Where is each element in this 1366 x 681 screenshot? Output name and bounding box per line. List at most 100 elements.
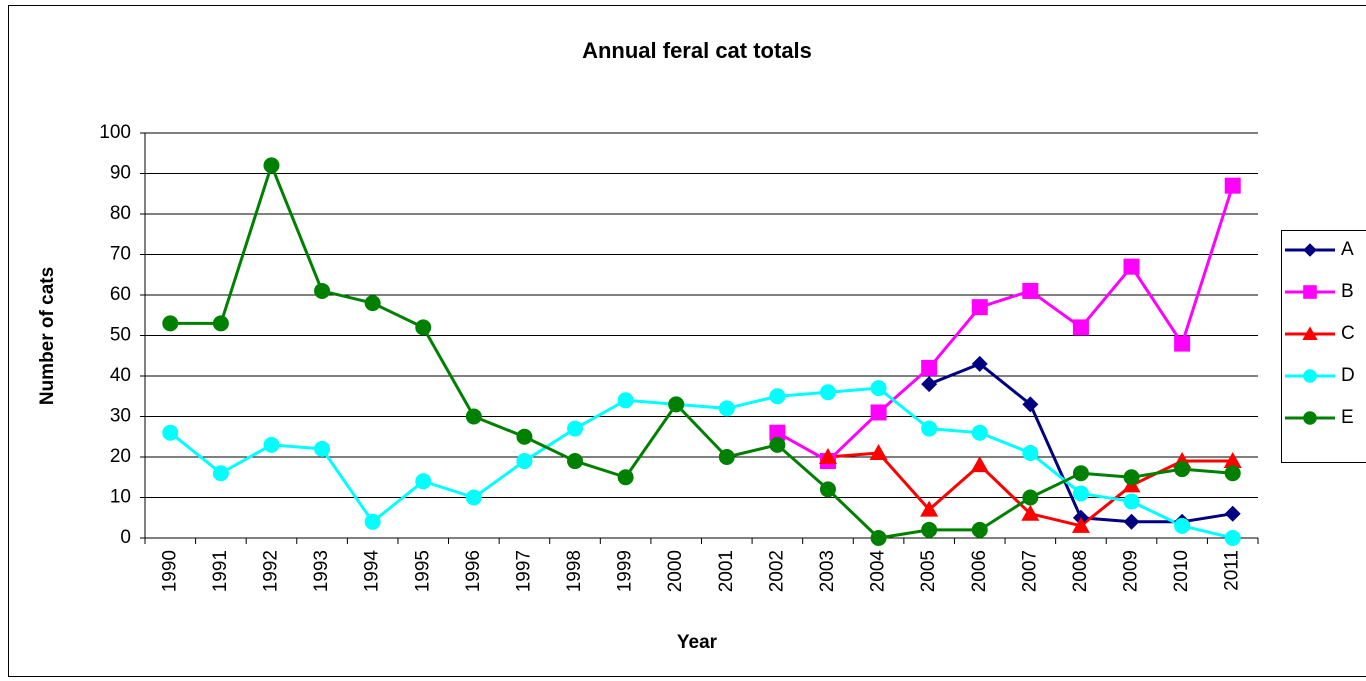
marker: [1223, 452, 1242, 469]
marker: [920, 500, 939, 517]
y-tick-label: 80: [110, 203, 131, 224]
series-line: [776, 185, 1235, 463]
marker: [516, 428, 533, 445]
x-axis-title: Year: [677, 632, 718, 653]
marker: [1072, 319, 1089, 336]
marker: [921, 521, 938, 538]
marker: [1224, 177, 1241, 194]
y-tick-label: 20: [110, 446, 131, 467]
y-tick-label: 0: [120, 527, 131, 548]
x-tick-label: 2011: [1222, 550, 1243, 591]
legend-item: A: [1285, 239, 1354, 260]
legend-marker: [1303, 411, 1317, 425]
marker: [212, 315, 229, 332]
x-tick-label: 1994: [362, 550, 383, 593]
marker: [364, 295, 381, 312]
marker: [516, 453, 533, 470]
legend-item: E: [1285, 407, 1354, 428]
marker: [1021, 504, 1040, 521]
legend-box: [1281, 230, 1366, 463]
legend-label: E: [1341, 407, 1354, 428]
y-tick-label: 10: [110, 487, 131, 508]
marker: [971, 355, 988, 372]
marker: [1072, 485, 1089, 502]
marker: [769, 424, 786, 441]
legend-label: B: [1341, 281, 1354, 302]
legend-item: B: [1285, 281, 1354, 302]
marker: [465, 408, 482, 425]
marker: [869, 443, 888, 460]
marker: [1022, 396, 1039, 413]
x-tick-label: 2005: [918, 550, 939, 592]
y-tick-label: 70: [110, 244, 131, 265]
y-tick-label: 90: [110, 163, 131, 184]
marker: [1123, 258, 1140, 275]
marker: [819, 481, 836, 498]
marker: [1123, 513, 1140, 530]
marker: [314, 282, 331, 299]
series-line: [170, 163, 1233, 540]
marker: [1022, 282, 1039, 299]
marker: [162, 315, 179, 332]
chart-border: [8, 5, 1366, 677]
marker: [819, 384, 836, 401]
marker: [314, 440, 331, 457]
x-tick-label: 2003: [817, 550, 838, 592]
marker: [1174, 461, 1191, 478]
x-tick-label: 1998: [564, 550, 585, 592]
marker: [718, 449, 735, 465]
marker: [364, 513, 381, 530]
marker: [567, 420, 584, 437]
legend-marker: [1303, 243, 1317, 257]
x-tick-label: 1995: [412, 550, 433, 592]
marker: [870, 530, 887, 546]
y-tick-label: 100: [99, 122, 131, 143]
series-line: [169, 386, 1234, 540]
marker: [415, 473, 432, 490]
marker: [567, 453, 584, 470]
legend-marker: [1303, 285, 1317, 299]
marker: [1224, 530, 1241, 546]
marker: [718, 400, 735, 417]
marker: [818, 448, 837, 464]
marker: [162, 424, 179, 441]
legend-item: C: [1285, 323, 1355, 344]
x-tick-label: 1996: [463, 550, 484, 592]
x-tick-label: 2004: [868, 550, 889, 593]
marker: [1071, 516, 1090, 533]
y-tick-label: 50: [110, 325, 131, 346]
marker: [970, 456, 989, 473]
y-axis-title: Number of cats: [37, 267, 58, 405]
x-tick-label: 2000: [665, 550, 686, 592]
marker: [263, 157, 280, 174]
marker: [769, 436, 786, 453]
marker: [212, 465, 229, 482]
y-tick-label: 30: [110, 406, 131, 427]
x-tick-label: 1999: [615, 550, 636, 592]
y-tick-label: 40: [110, 365, 131, 386]
marker: [921, 420, 938, 437]
marker: [921, 359, 938, 376]
legend-marker: [1302, 326, 1318, 340]
marker: [1022, 489, 1039, 506]
marker: [263, 436, 280, 453]
marker: [1022, 444, 1039, 461]
marker: [870, 380, 887, 397]
marker: [921, 376, 938, 393]
legend-label: C: [1341, 323, 1355, 344]
marker: [1072, 465, 1089, 482]
x-tick-label: 2007: [1019, 550, 1040, 592]
legend-label: A: [1341, 239, 1354, 260]
marker: [971, 521, 988, 538]
x-tick-label: 2010: [1171, 550, 1192, 592]
x-tick-label: 2001: [716, 550, 737, 592]
marker: [1123, 493, 1140, 510]
x-tick-label: 2009: [1121, 550, 1142, 592]
x-tick-label: 1991: [210, 550, 231, 592]
marker: [415, 319, 432, 336]
marker: [971, 299, 988, 316]
legend-item: D: [1285, 365, 1355, 386]
x-tick-label: 1990: [159, 550, 180, 592]
marker: [617, 469, 634, 486]
